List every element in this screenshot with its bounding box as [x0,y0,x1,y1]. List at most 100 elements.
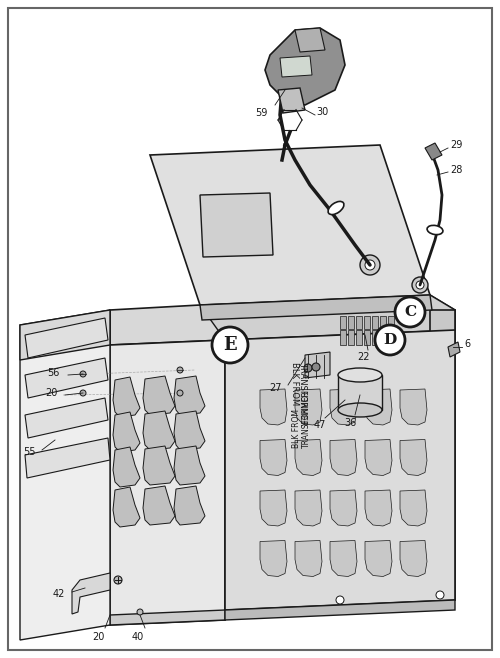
Circle shape [412,277,428,293]
Circle shape [365,260,375,270]
Polygon shape [200,295,432,320]
Polygon shape [388,330,394,345]
Polygon shape [200,295,455,340]
Polygon shape [400,389,427,425]
Text: 6: 6 [464,339,470,349]
Polygon shape [280,56,312,77]
Polygon shape [356,316,362,329]
Text: D: D [384,333,396,347]
Polygon shape [113,412,140,452]
Text: 42: 42 [52,589,65,599]
Polygon shape [143,446,175,485]
Polygon shape [174,486,205,525]
Polygon shape [448,342,460,357]
Polygon shape [174,411,205,450]
Text: 59: 59 [256,108,268,118]
Circle shape [312,363,320,371]
Circle shape [360,255,380,275]
Polygon shape [348,316,354,329]
Circle shape [80,390,86,396]
Text: 36: 36 [344,418,356,428]
Polygon shape [364,330,370,345]
Polygon shape [260,440,287,476]
Circle shape [137,609,143,615]
Polygon shape [113,487,140,527]
Polygon shape [20,310,110,360]
Text: 30: 30 [316,107,328,117]
Circle shape [416,281,424,289]
Polygon shape [200,193,273,257]
Circle shape [114,576,122,584]
Ellipse shape [338,403,382,417]
Text: 20: 20 [46,388,58,398]
Polygon shape [110,295,455,345]
Polygon shape [330,389,357,425]
Polygon shape [372,316,378,329]
Polygon shape [72,573,110,614]
Circle shape [436,591,444,599]
Circle shape [336,596,344,604]
Text: 27: 27 [270,383,282,393]
Text: BLK FROM
TRANSFORMER: BLK FROM TRANSFORMER [292,390,312,448]
Polygon shape [364,316,370,329]
Polygon shape [25,358,108,398]
Polygon shape [380,330,386,345]
Polygon shape [340,316,346,329]
Polygon shape [278,88,305,113]
Polygon shape [113,447,140,487]
Text: TRANSFORMER: TRANSFORMER [298,362,307,426]
Polygon shape [143,411,175,450]
Polygon shape [305,352,330,378]
Polygon shape [174,376,205,415]
Text: 20: 20 [92,632,104,642]
Polygon shape [260,389,287,425]
Circle shape [375,325,405,355]
Polygon shape [260,490,287,526]
Polygon shape [174,446,205,485]
Circle shape [212,327,248,363]
Polygon shape [330,540,357,576]
Polygon shape [356,330,362,345]
Polygon shape [25,318,108,358]
Polygon shape [110,340,225,625]
FancyBboxPatch shape [8,8,492,650]
Polygon shape [265,28,345,105]
Text: 47: 47 [314,420,326,430]
Text: 56: 56 [48,368,60,378]
Polygon shape [330,490,357,526]
Ellipse shape [328,201,344,215]
Polygon shape [295,490,322,526]
Polygon shape [25,398,108,438]
Polygon shape [110,610,225,625]
Polygon shape [113,377,140,417]
Circle shape [177,390,183,396]
Text: 40: 40 [132,632,144,642]
Polygon shape [430,310,455,610]
Text: 55: 55 [24,447,36,457]
Polygon shape [20,310,110,640]
Polygon shape [365,389,392,425]
Polygon shape [338,375,382,410]
Polygon shape [295,440,322,476]
Polygon shape [225,600,455,620]
Circle shape [80,371,86,377]
Text: C: C [404,305,416,319]
Circle shape [304,364,312,372]
Polygon shape [372,330,378,345]
Polygon shape [380,316,386,329]
Text: 29: 29 [450,140,462,150]
Polygon shape [295,540,322,576]
Circle shape [177,367,183,373]
Polygon shape [365,490,392,526]
Polygon shape [348,330,354,345]
Polygon shape [425,143,442,160]
Polygon shape [150,145,430,305]
Text: 28: 28 [450,165,462,175]
Polygon shape [340,330,346,345]
Polygon shape [330,440,357,476]
Polygon shape [260,540,287,576]
Polygon shape [225,330,455,610]
Circle shape [395,297,425,327]
Text: 22: 22 [357,352,369,362]
Ellipse shape [338,368,382,382]
